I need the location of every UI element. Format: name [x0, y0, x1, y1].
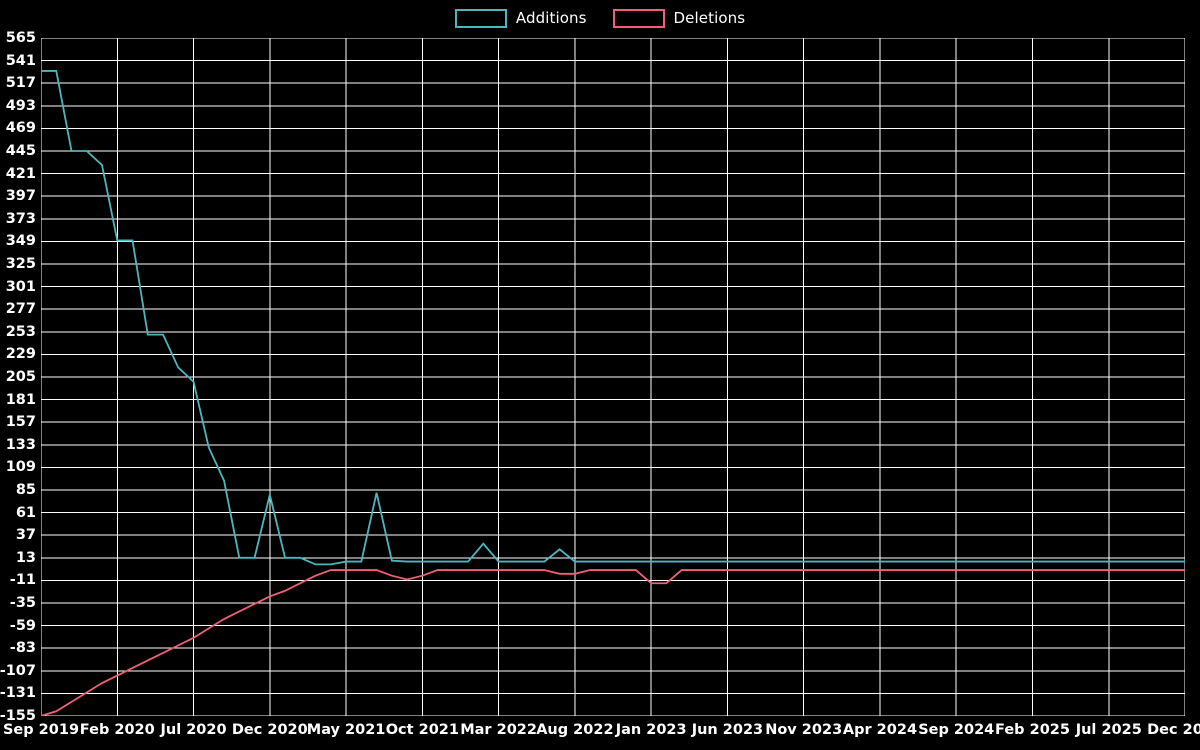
y-tick-label: 205: [5, 369, 36, 385]
y-tick-label: 397: [5, 188, 36, 205]
chart-plot-area: [41, 38, 1185, 716]
y-tick-label: 277: [5, 301, 36, 318]
y-tick-label: 157: [5, 414, 36, 431]
y-tick-label: 253: [5, 323, 36, 340]
x-tick-label: Sep 2024: [918, 722, 995, 738]
y-tick-label: 229: [5, 346, 36, 363]
y-tick-label: -35: [9, 595, 36, 611]
y-tick-label: -107: [0, 662, 36, 679]
line-chart: [41, 38, 1185, 716]
x-tick-label: Mar 2022: [460, 722, 537, 738]
y-tick-label: 373: [5, 210, 36, 227]
x-tick-label: May 2021: [306, 722, 386, 738]
y-tick-label: 301: [5, 278, 36, 295]
legend-swatch-deletions: [612, 8, 665, 28]
y-tick-label: 85: [15, 482, 36, 498]
y-tick-label: -83: [9, 640, 36, 657]
y-tick-label: 469: [5, 120, 36, 137]
y-tick-label: 541: [5, 52, 36, 69]
x-tick-label: Feb 2020: [79, 722, 155, 738]
x-tick-label: Dec 2020: [231, 722, 308, 738]
y-tick-label: -155: [0, 708, 36, 724]
y-axis-tick-labels: 565 541 517 493 469 445 421 397 373 349 325 301 277 2…: [0, 0, 41, 750]
y-tick-label: -59: [9, 617, 36, 634]
x-tick-label: Sep 2019: [2, 722, 80, 738]
y-tick-label: 493: [5, 97, 36, 114]
series-line-additions: [41, 70, 1185, 566]
y-tick-label: 61: [15, 504, 36, 521]
x-tick-label: Dec 2025: [1147, 722, 1200, 738]
legend-swatch-additions: [454, 8, 507, 28]
x-tick-label: Aug 2022: [536, 722, 614, 738]
y-tick-label: -131: [0, 685, 36, 702]
x-axis-tick-labels: Sep 2019 Feb 2020 Jul 2020 Dec 2020 May 2021…: [0, 722, 1200, 750]
y-tick-label: 349: [5, 233, 36, 250]
y-tick-label: 37: [15, 527, 36, 544]
y-tick-label: 181: [5, 391, 36, 408]
legend-label-additions: Additions: [515, 9, 587, 27]
legend-label-deletions: Deletions: [673, 9, 746, 27]
x-tick-label: Jul 2020: [160, 722, 227, 738]
x-tick-label: Jun 2023: [691, 722, 764, 738]
y-tick-label: 445: [5, 143, 36, 159]
x-tick-label: Oct 2021: [385, 722, 459, 738]
y-tick-label: -11: [9, 572, 36, 589]
x-tick-label: Nov 2023: [765, 722, 843, 738]
gridlines-vertical: [41, 38, 1185, 716]
chart-legend: Additions Deletions: [0, 0, 1200, 36]
x-tick-label: Apr 2024: [842, 722, 918, 738]
x-tick-label: Jan 2023: [615, 722, 687, 738]
legend-entry-deletions[interactable]: Deletions: [612, 8, 746, 28]
y-tick-label: 325: [5, 256, 36, 272]
series-line-deletions: [41, 569, 1185, 716]
y-tick-label: 13: [15, 549, 36, 566]
x-tick-label: Jul 2025: [1075, 722, 1142, 738]
x-tick-label: Feb 2025: [995, 722, 1070, 738]
y-tick-label: 133: [5, 436, 36, 453]
y-tick-label: 421: [5, 165, 36, 182]
y-tick-label: 109: [5, 459, 36, 476]
gridlines-horizontal: [41, 38, 1185, 716]
legend-entry-additions[interactable]: Additions: [454, 8, 587, 28]
y-tick-label: 517: [5, 75, 36, 92]
